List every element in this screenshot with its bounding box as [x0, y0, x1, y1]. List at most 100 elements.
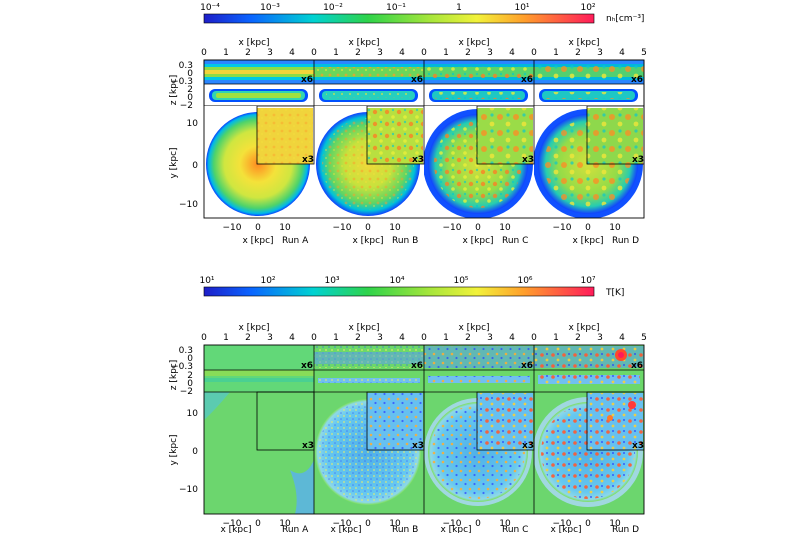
z-zoom-tick: −0.3: [171, 362, 193, 372]
temp-face-b: [314, 392, 424, 514]
z-tick: −2: [180, 387, 193, 397]
tick: 0: [365, 519, 371, 529]
tick: 1: [553, 48, 559, 58]
run-label-d: Run D: [612, 525, 639, 533]
tick: 4: [289, 48, 295, 58]
zoom-label: x6: [301, 361, 313, 371]
tick: 2: [465, 333, 471, 343]
tick: 0: [421, 48, 427, 58]
y-axis-title: y [kpc]: [169, 434, 179, 465]
run-label-b: Run B: [392, 236, 418, 246]
tick: 2: [355, 48, 361, 58]
zoom-label: x3: [302, 441, 314, 451]
density-colorbar-ticks: 10⁻⁴ 10⁻³ 10⁻² 10⁻¹ 1 10¹ 10²: [200, 3, 596, 13]
tick: 10: [389, 223, 401, 233]
temp-tick-2: 10³: [324, 276, 339, 286]
temp-face-d: [534, 392, 644, 514]
top-x-title: x [kpc]: [348, 38, 379, 48]
zoom-label: x3: [522, 441, 534, 451]
tick: 0: [201, 333, 207, 343]
tick: 5: [641, 48, 647, 58]
tick: 3: [487, 333, 493, 343]
z-tick: 0: [187, 379, 193, 389]
tick: −10: [443, 519, 462, 529]
tick: 3: [487, 48, 493, 58]
temp-edge-d: [534, 345, 644, 392]
tick: 1: [333, 48, 339, 58]
y-tick: 10: [187, 409, 199, 419]
density-tick-4: 1: [456, 3, 462, 13]
tick: 0: [201, 48, 207, 58]
tick: 3: [377, 333, 383, 343]
tick: 10: [389, 519, 401, 529]
top-xaxis-col-c: 0 1 2 3 4 x [kpc]: [421, 38, 515, 58]
zoom-label: x6: [411, 361, 423, 371]
tick: −10: [443, 223, 462, 233]
temp-tick-6: 10⁷: [580, 276, 595, 286]
y-tick: −10: [179, 200, 198, 210]
top-bottom-axis: −10 0 10 −10 0 10 −10 0 10 −10 0 10 x [k…: [223, 223, 640, 246]
tick: 0: [531, 333, 537, 343]
tick: 4: [619, 48, 625, 58]
y-tick: 0: [192, 161, 198, 171]
density-edge-a: [204, 60, 314, 102]
y-tick: −10: [179, 485, 198, 495]
tick: 1: [443, 48, 449, 58]
tick: −10: [223, 519, 242, 529]
tick: 10: [609, 223, 621, 233]
temp-tick-0: 10¹: [199, 276, 214, 286]
run-label-c: Run C: [502, 525, 528, 533]
density-tick-0: 10⁻⁴: [200, 3, 220, 13]
zoom-label: x6: [521, 75, 533, 85]
temp-face-c: [424, 392, 534, 514]
top-x-title: x [kpc]: [568, 323, 599, 333]
tick: 2: [575, 48, 581, 58]
temperature-colorbar-label: T[K]: [605, 288, 624, 298]
bottom-x-title: x [kpc]: [462, 236, 493, 246]
tick: 3: [267, 48, 273, 58]
z-tick: 2: [187, 371, 193, 381]
zoom-label: x3: [302, 155, 314, 165]
top-x-title: x [kpc]: [458, 323, 489, 333]
density-face-d: [534, 106, 644, 218]
tick: 0: [311, 333, 317, 343]
zoom-label: x6: [631, 75, 643, 85]
top-block-axes: 0 1 2 3 4 x [kpc] 0 1 2 3 4 x [kpc] 0 1 …: [169, 38, 647, 210]
tick: 3: [597, 48, 603, 58]
tick: 2: [245, 333, 251, 343]
density-face-b: [314, 106, 424, 218]
density-colorbar: 10⁻⁴ 10⁻³ 10⁻² 10⁻¹ 1 10¹ 10² nₕ[cm⁻³]: [200, 3, 644, 24]
zoom-label: x3: [412, 155, 424, 165]
temp-tick-4: 10⁵: [453, 276, 468, 286]
top-x-title: x [kpc]: [348, 323, 379, 333]
zoom-label: x6: [411, 75, 423, 85]
z-zoom-tick: 0: [187, 354, 193, 364]
density-face-a: [204, 106, 314, 218]
z-zoom-tick: 0.3: [179, 346, 193, 356]
bottom-x-title: x [kpc]: [330, 525, 361, 533]
tick: 2: [575, 333, 581, 343]
zoom-label: x6: [521, 361, 533, 371]
tick: −10: [223, 223, 242, 233]
tick: 0: [475, 223, 481, 233]
z-tick: 2: [187, 85, 193, 95]
density-panels: x6 x6 x6 x6 x3 x3 x3 x3: [203, 59, 645, 219]
tick: 0: [421, 333, 427, 343]
density-face-c: [424, 106, 534, 218]
run-label-b: Run B: [392, 525, 418, 533]
tick: 3: [267, 333, 273, 343]
tick: 4: [289, 333, 295, 343]
tick: −10: [333, 223, 352, 233]
temperature-colorbar: 10¹ 10² 10³ 10⁴ 10⁵ 10⁶ 10⁷ T[K]: [199, 276, 624, 298]
z-tick: 0: [187, 93, 193, 103]
tick: 0: [585, 519, 591, 529]
tick: 2: [465, 48, 471, 58]
density-edge-c: [424, 60, 534, 102]
tick: −10: [553, 223, 572, 233]
tick: 10: [499, 519, 511, 529]
temp-edge-b: [314, 345, 424, 392]
tick: 1: [333, 333, 339, 343]
tick: 0: [255, 223, 261, 233]
tick: −10: [333, 519, 352, 529]
